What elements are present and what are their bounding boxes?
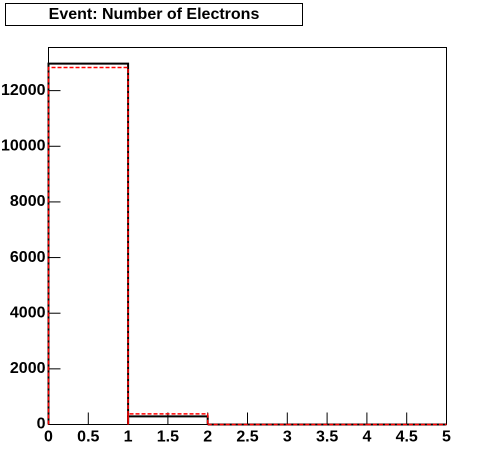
chart-title: Event: Number of Electrons xyxy=(49,6,260,23)
histogram-bin xyxy=(127,413,209,425)
y-tick-label: 12000 xyxy=(1,82,46,99)
x-tick-label: 3.5 xyxy=(316,429,338,446)
x-tick-label: 1 xyxy=(124,429,133,446)
y-tick-label: 8000 xyxy=(10,193,46,210)
y-tick-label: 10000 xyxy=(1,137,46,154)
y-tick-label: 2000 xyxy=(10,360,46,377)
y-tick-label: 4000 xyxy=(10,304,46,321)
x-tick-label: 5 xyxy=(442,429,451,446)
x-tick-label: 4 xyxy=(362,429,371,446)
y-tick-label: 6000 xyxy=(10,249,46,266)
x-tick-label: 2.5 xyxy=(236,429,258,446)
x-tick-label: 0 xyxy=(44,429,53,446)
title-box xyxy=(5,3,303,26)
histogram-bin xyxy=(47,66,129,425)
y-tick-label: 0 xyxy=(37,416,46,433)
x-tick-label: 3 xyxy=(283,429,292,446)
x-tick-label: 1.5 xyxy=(157,429,179,446)
x-tick-label: 2 xyxy=(203,429,212,446)
x-tick-label: 4.5 xyxy=(396,429,418,446)
x-tick-label: 0.5 xyxy=(77,429,99,446)
